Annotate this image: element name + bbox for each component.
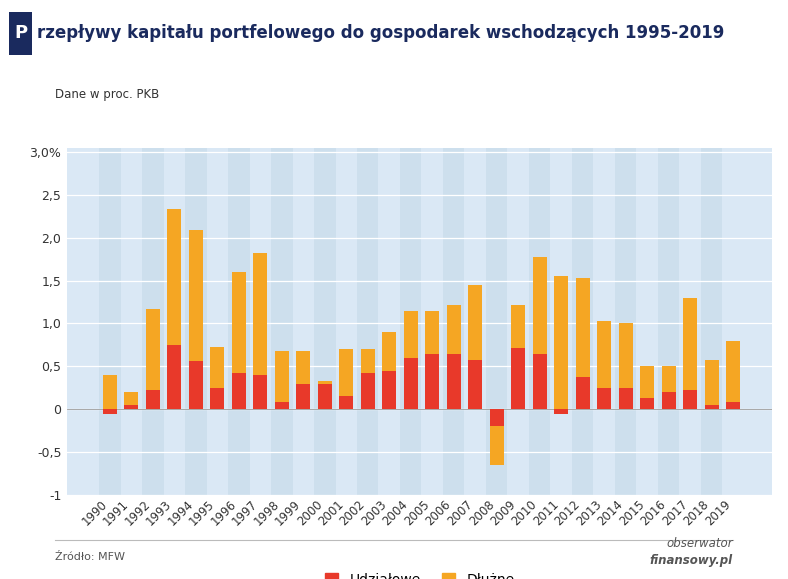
Bar (232, 272, 246, 373)
Bar (640, 398, 654, 409)
Text: obserwator: obserwator (666, 537, 733, 550)
Bar (142, 148, 164, 495)
Bar (619, 388, 633, 409)
Bar (572, 148, 593, 495)
Bar (615, 148, 637, 495)
Bar (189, 361, 203, 409)
Bar (683, 298, 697, 390)
Bar (314, 148, 336, 495)
Legend: Udziałowe, Dłużne: Udziałowe, Dłużne (319, 567, 520, 579)
Text: finansowy.pl: finansowy.pl (650, 555, 733, 567)
Bar (727, 340, 740, 402)
Bar (253, 253, 267, 375)
Bar (468, 360, 482, 409)
Text: P: P (14, 24, 27, 42)
Bar (232, 373, 246, 409)
Bar (146, 390, 160, 409)
Bar (490, 426, 504, 465)
Bar (189, 230, 203, 361)
Bar (296, 351, 310, 383)
Bar (146, 309, 160, 390)
Bar (210, 347, 225, 388)
FancyBboxPatch shape (9, 12, 32, 54)
Bar (125, 405, 138, 409)
Bar (99, 148, 121, 495)
Bar (318, 383, 332, 409)
Bar (361, 349, 375, 373)
Bar (426, 354, 439, 409)
Bar (403, 310, 418, 358)
Text: rzepływy kapitału portfelowego do gospodarek wschodzących 1995-2019: rzepływy kapitału portfelowego do gospod… (37, 24, 724, 42)
Bar (533, 354, 547, 409)
Bar (102, 375, 117, 409)
Bar (701, 148, 723, 495)
Bar (361, 373, 375, 409)
Bar (597, 321, 611, 388)
Text: Źródło: MFW: Źródło: MFW (55, 552, 125, 562)
Bar (400, 148, 422, 495)
Bar (125, 392, 138, 405)
Bar (253, 375, 267, 409)
Bar (662, 367, 675, 392)
Bar (167, 345, 181, 409)
Bar (619, 324, 633, 388)
Bar (704, 360, 719, 405)
Bar (382, 371, 396, 409)
Bar (210, 388, 225, 409)
Bar (340, 349, 353, 397)
Bar (511, 347, 526, 409)
Bar (228, 148, 250, 495)
Bar (275, 402, 288, 409)
Bar (296, 383, 310, 409)
Bar (533, 258, 547, 354)
Bar (683, 390, 697, 409)
Bar (318, 381, 332, 383)
Bar (275, 351, 288, 402)
Bar (662, 392, 675, 409)
Bar (727, 402, 740, 409)
Bar (554, 409, 568, 413)
Bar (468, 285, 482, 360)
Bar (704, 405, 719, 409)
Bar (403, 358, 418, 409)
Bar (658, 148, 679, 495)
Bar (357, 148, 378, 495)
Bar (271, 148, 292, 495)
Bar (447, 305, 461, 354)
Bar (529, 148, 551, 495)
Bar (640, 365, 654, 398)
Bar (554, 276, 568, 409)
Bar (511, 305, 526, 347)
Text: Dane w proc. PKB: Dane w proc. PKB (55, 89, 159, 101)
Bar (486, 148, 507, 495)
Bar (576, 278, 589, 377)
Bar (167, 210, 181, 345)
Bar (490, 409, 504, 426)
Bar (576, 377, 589, 409)
Bar (443, 148, 464, 495)
Bar (447, 354, 461, 409)
Bar (382, 332, 396, 371)
Bar (102, 409, 117, 413)
Bar (185, 148, 206, 495)
Bar (597, 388, 611, 409)
Bar (340, 397, 353, 409)
Bar (426, 310, 439, 354)
